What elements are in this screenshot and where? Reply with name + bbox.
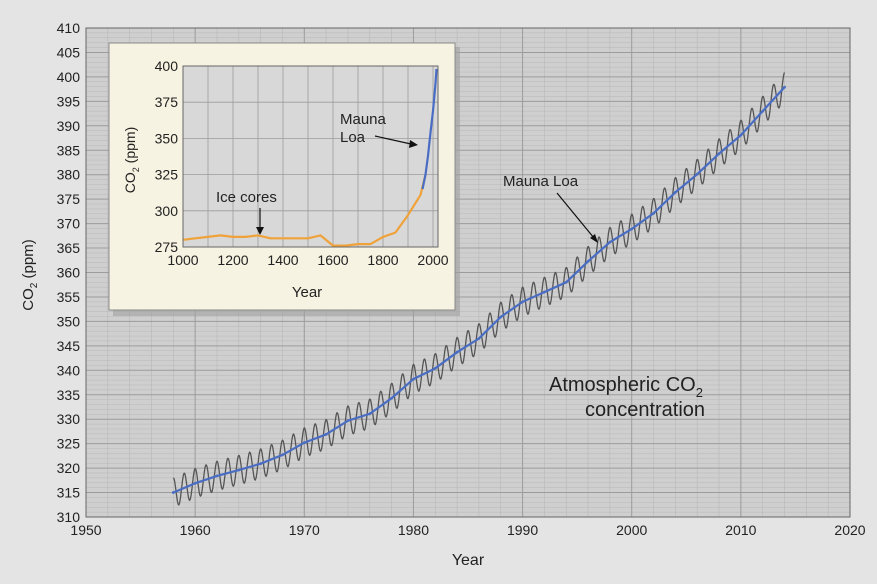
inset-y-tick-labels: 275 300 325 350 375 400	[155, 58, 179, 255]
inset-mauna-loa-line	[421, 68, 438, 190]
inset-mauna-loa-arrowhead	[409, 140, 418, 148]
main-y-tick-label: 405	[57, 44, 81, 60]
inset-x-tick-label: 1800	[367, 252, 398, 268]
inset-y-tick-label: 325	[155, 167, 179, 183]
inset-x-tick-label: 2000	[417, 252, 448, 268]
main-data-point	[521, 300, 524, 304]
main-x-tick-label: 1990	[507, 522, 538, 538]
main-data-point	[673, 190, 677, 194]
inset-plot-border	[182, 65, 439, 248]
main-x-tick-label: 1970	[289, 522, 320, 538]
inset-y-tick-label: 400	[155, 58, 179, 74]
main-series	[171, 72, 786, 506]
inset-x-tick-label: 1000	[167, 252, 198, 268]
main-y-tick-label: 325	[57, 436, 81, 452]
main-series-label: Mauna Loa	[503, 173, 579, 190]
main-data-point	[652, 211, 655, 215]
main-monthly-line	[172, 72, 786, 506]
main-series-pointer-arrowhead	[590, 234, 598, 243]
inset-ice-cores-label: Ice cores	[216, 189, 277, 206]
main-y-tick-label: 345	[57, 338, 81, 354]
main-y-tick-label: 310	[57, 509, 81, 525]
main-data-point	[259, 462, 263, 466]
main-data-point	[717, 152, 721, 156]
main-data-point	[412, 377, 415, 381]
main-series-pointer	[556, 192, 595, 239]
main-data-point	[368, 412, 372, 416]
main-data-point	[346, 419, 350, 423]
main-y-tick-label: 350	[57, 313, 81, 329]
main-data-point	[739, 133, 743, 137]
main-y-tick-label: 395	[57, 93, 81, 109]
main-y-tick-label: 360	[57, 265, 81, 281]
main-y-tick-label: 320	[57, 460, 81, 476]
inset-x-tick-label: 1600	[317, 252, 348, 268]
main-data-point	[237, 468, 241, 472]
main-x-tick-labels: 1950 1960 1970 1980 1990 2000 2010 2020	[70, 522, 865, 538]
main-y-tick-label: 375	[57, 191, 81, 207]
main-y-tick-label: 370	[57, 216, 81, 232]
main-y-tick-label: 315	[57, 485, 81, 501]
inset-mauna-loa-label-line1: Mauna	[340, 111, 387, 128]
main-data-point	[586, 259, 590, 263]
main-data-point	[630, 227, 634, 231]
inset-ice-cores-arrowhead	[256, 227, 264, 235]
main-x-tick-label: 1960	[180, 522, 211, 538]
inset-x-tick-label: 1200	[217, 252, 248, 268]
main-data-point	[390, 396, 393, 400]
main-y-tick-label: 335	[57, 387, 81, 403]
main-plot-border	[85, 27, 851, 518]
inset-mauna-loa-pointer	[374, 135, 412, 145]
main-x-tick-label: 2000	[616, 522, 647, 538]
main-data-point	[433, 366, 437, 370]
main-data-point	[302, 441, 306, 445]
main-data-point	[193, 481, 197, 485]
main-x-tick-label: 2020	[834, 522, 865, 538]
main-x-tick-label: 2010	[725, 522, 756, 538]
main-y-tick-label: 355	[57, 289, 81, 305]
main-y-tick-label: 365	[57, 240, 81, 256]
main-y-axis-label: CO2 (ppm)	[20, 239, 40, 310]
main-data-point	[477, 337, 481, 340]
main-y-tick-label: 410	[57, 20, 81, 36]
inset-x-axis-label: Year	[292, 284, 322, 301]
main-data-point	[324, 432, 328, 436]
main-data-point	[455, 350, 459, 354]
inset-plot-area	[183, 66, 438, 247]
main-data-point	[281, 453, 284, 457]
inset-y-tick-label: 375	[155, 94, 179, 110]
main-data-point	[215, 474, 219, 478]
inset-y-tick-label: 300	[155, 203, 179, 219]
main-x-axis-label: Year	[452, 552, 485, 569]
main-y-tick-labels: 310 315 320 325 330 335 340 345 350 355 360 365 370 3…	[57, 20, 81, 525]
inset-y-tick-label: 350	[155, 130, 179, 146]
main-data-point	[171, 491, 175, 494]
main-data-point	[543, 290, 546, 294]
main-data-point	[608, 240, 612, 244]
inset-ice-cores-line	[182, 174, 427, 247]
inset-series	[182, 68, 438, 247]
chart-title-line1: Atmospheric CO2	[549, 374, 703, 400]
main-x-tick-label: 1950	[70, 522, 101, 538]
main-y-tick-label: 400	[57, 69, 81, 85]
inset-y-axis-label: CO2 (ppm)	[122, 127, 141, 193]
main-x-tick-label: 1980	[398, 522, 429, 538]
main-y-tick-label: 340	[57, 362, 81, 378]
inset-x-tick-labels: 1000 1200 1400 1600 1800 2000	[167, 252, 448, 268]
main-data-point	[564, 280, 568, 284]
inset-y-tick-label: 275	[155, 239, 179, 255]
inset-mauna-loa-label-line2: Loa	[340, 129, 366, 146]
main-data-point	[695, 172, 699, 176]
main-y-tick-label: 390	[57, 118, 81, 134]
main-data-point	[761, 109, 765, 113]
main-y-tick-label: 380	[57, 167, 81, 183]
main-y-tick-label: 330	[57, 411, 81, 427]
chart-title-line2: concentration	[585, 399, 705, 421]
main-y-tick-label: 385	[57, 142, 81, 158]
main-data-point	[499, 315, 503, 319]
inset-x-tick-label: 1400	[267, 252, 298, 268]
main-data-point	[783, 85, 786, 89]
